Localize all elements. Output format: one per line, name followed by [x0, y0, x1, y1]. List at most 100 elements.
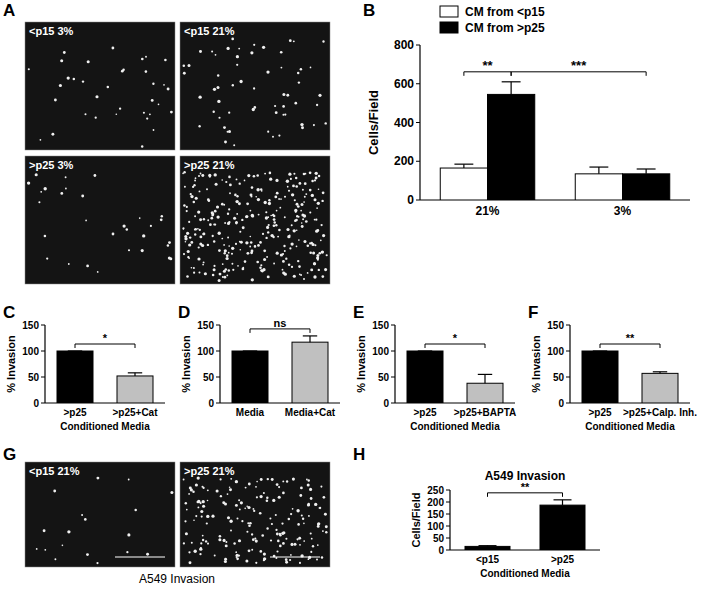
y-tick — [446, 502, 450, 503]
error-cap — [128, 372, 142, 373]
cell-dot — [81, 514, 83, 516]
cell-dot — [218, 538, 221, 541]
cell-dot — [221, 179, 223, 181]
error-bar — [479, 545, 497, 547]
cell-dot — [94, 174, 97, 177]
cell-dot — [197, 501, 199, 503]
cell-dot — [134, 509, 136, 511]
bar — [467, 383, 503, 403]
cell-dot — [259, 241, 262, 244]
cell-dot — [300, 487, 303, 490]
cell-dot — [311, 180, 314, 183]
cell-dot — [229, 183, 232, 186]
cell-dot — [192, 490, 194, 492]
y-tick — [416, 122, 420, 123]
cell-dot — [96, 477, 99, 480]
cell-dot — [188, 243, 191, 246]
micrograph: <p15 21% — [180, 22, 330, 150]
y-tick — [41, 377, 45, 378]
cell-dot — [305, 220, 308, 223]
marks — [465, 500, 585, 550]
cell-dot — [212, 274, 215, 277]
cell-dot — [267, 216, 269, 218]
error-bar — [303, 336, 317, 342]
cell-dot — [202, 539, 204, 541]
cell-dot — [202, 264, 204, 266]
micrograph-background — [25, 462, 175, 567]
cell-dot — [218, 279, 221, 282]
cell-dot — [292, 185, 295, 188]
cell-dot — [301, 214, 304, 217]
scale-bar — [270, 557, 320, 558]
significance-bracket: * — [425, 332, 485, 348]
cell-dot — [275, 529, 277, 531]
cell-dot — [260, 495, 263, 498]
error-bar — [637, 169, 656, 174]
cell-dot — [315, 172, 318, 175]
significance-bracket: ** — [600, 332, 660, 348]
cell-dot — [313, 262, 316, 265]
cell-dot — [267, 275, 270, 278]
cell-dot — [183, 253, 185, 255]
bar-chart: 050100150% Invasion>p25>p25+BAPTAConditi… — [355, 320, 516, 433]
cell-dot — [200, 542, 202, 544]
cell-dot — [317, 522, 320, 525]
cell-dot — [158, 104, 160, 106]
cell-dot — [257, 244, 260, 247]
cell-dot — [152, 83, 154, 85]
y-tick-label: 100 — [22, 346, 39, 357]
error-cap — [68, 350, 82, 351]
cell-dot — [200, 547, 202, 549]
x-tick-label: >p25+Cat — [112, 407, 158, 418]
error-bar — [243, 351, 257, 352]
cell-dot — [276, 483, 279, 486]
cell-dot — [185, 241, 187, 243]
cell-dot — [269, 172, 272, 175]
cell-dot — [301, 514, 303, 516]
x-tick-label: >p25 — [63, 407, 87, 418]
significance-bracket: ** — [488, 481, 563, 497]
cell-dot — [207, 198, 210, 201]
legend-swatch — [440, 6, 458, 17]
cell-dot — [255, 196, 257, 198]
cell-dot — [127, 533, 130, 536]
cell-dot — [315, 219, 317, 221]
cell-dot — [224, 249, 227, 252]
cell-dot — [141, 58, 144, 61]
significance-bracket: *** — [511, 58, 646, 76]
cell-dot — [255, 540, 258, 543]
cell-dot — [302, 517, 304, 519]
micrograph-label: <p15 21% — [184, 25, 235, 37]
cell-dot — [203, 218, 205, 220]
cell-dot — [247, 174, 250, 177]
panel-label: G — [3, 445, 16, 464]
bar-chart: 050100150% Invasion>p25>p25+CatCondition… — [5, 320, 165, 433]
y-tick — [416, 161, 420, 162]
cell-dot — [307, 479, 310, 482]
cell-dot — [40, 139, 42, 141]
cell-dot — [260, 188, 262, 190]
cell-dot — [186, 210, 188, 212]
cell-dot — [235, 222, 238, 225]
cell-dot — [278, 135, 280, 137]
cell-dot — [119, 108, 121, 110]
cell-dot — [111, 47, 114, 50]
bar — [488, 94, 535, 200]
cell-dot — [310, 532, 312, 534]
cell-dot — [317, 202, 320, 205]
bar — [117, 376, 153, 403]
marks — [440, 82, 670, 200]
cell-dot — [214, 224, 216, 226]
cell-dot — [317, 525, 320, 528]
cell-dot — [240, 241, 243, 244]
cell-dot — [195, 515, 197, 517]
cell-dot — [199, 548, 202, 551]
cell-dot — [233, 542, 235, 544]
error-line — [309, 336, 310, 342]
cell-dot — [200, 510, 203, 513]
micrograph-background — [25, 22, 175, 150]
cell-dot — [198, 125, 200, 127]
cell-dot — [195, 177, 197, 179]
y-tick-label: 150 — [372, 320, 389, 331]
y-axis-label: Cells/Field — [366, 90, 381, 155]
